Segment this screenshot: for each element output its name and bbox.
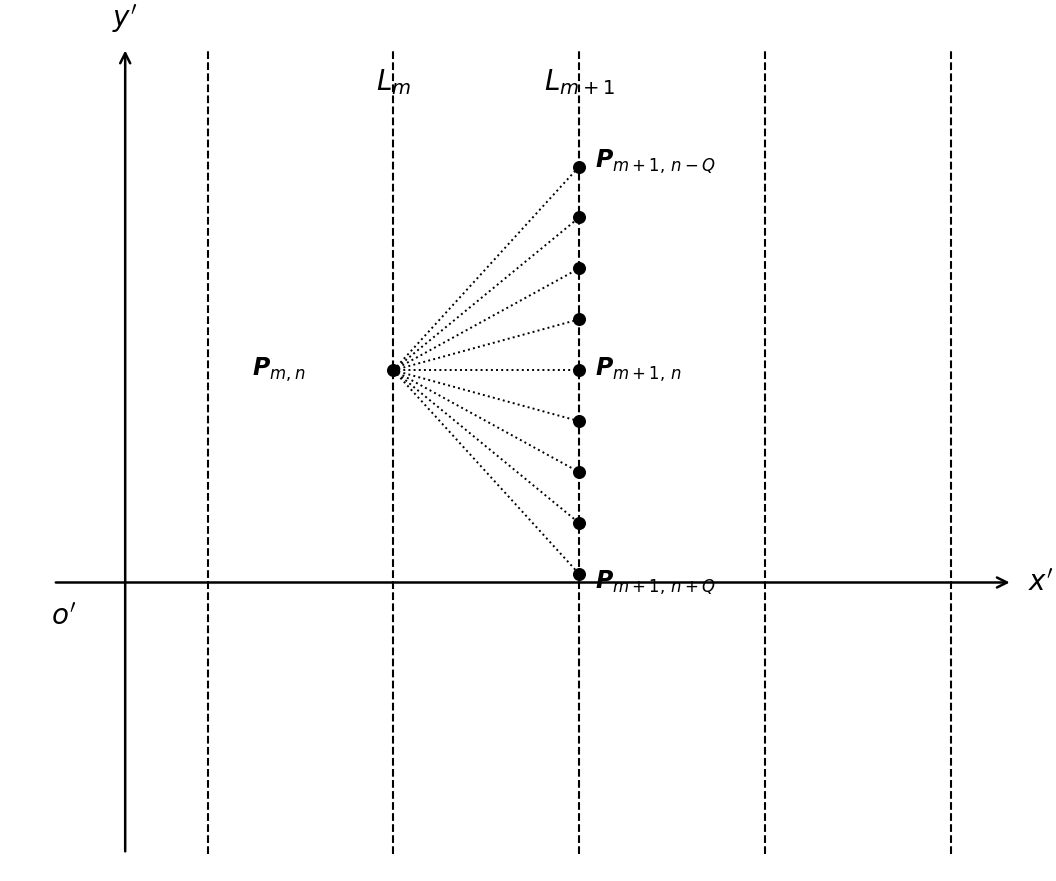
Text: $y'$: $y'$ (112, 3, 138, 35)
Text: $L_{m+1}$: $L_{m+1}$ (544, 67, 615, 97)
Point (570, 312, 587, 326)
Point (570, 516, 587, 530)
Point (570, 211, 587, 225)
Point (570, 414, 587, 428)
Point (570, 363, 587, 377)
Text: $x'$: $x'$ (1027, 568, 1054, 596)
Text: $o'$: $o'$ (51, 603, 76, 631)
Text: $\boldsymbol{P}_{m+1,\,n-Q}$: $\boldsymbol{P}_{m+1,\,n-Q}$ (595, 148, 715, 176)
Point (570, 567, 587, 581)
Text: $L_m$: $L_m$ (376, 67, 411, 97)
Text: $\boldsymbol{P}_{m,n}$: $\boldsymbol{P}_{m,n}$ (252, 356, 306, 384)
Point (570, 465, 587, 479)
Text: $\boldsymbol{P}_{m+1,\,n}$: $\boldsymbol{P}_{m+1,\,n}$ (595, 356, 681, 384)
Text: $\boldsymbol{P}_{m+1,\,n+Q}$: $\boldsymbol{P}_{m+1,\,n+Q}$ (595, 568, 715, 596)
Point (570, 159, 587, 174)
Point (570, 262, 587, 276)
Point (385, 363, 402, 377)
